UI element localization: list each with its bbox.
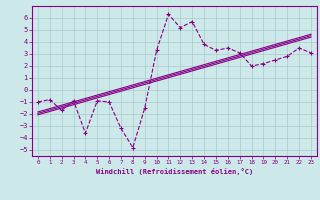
X-axis label: Windchill (Refroidissement éolien,°C): Windchill (Refroidissement éolien,°C) xyxy=(96,168,253,175)
